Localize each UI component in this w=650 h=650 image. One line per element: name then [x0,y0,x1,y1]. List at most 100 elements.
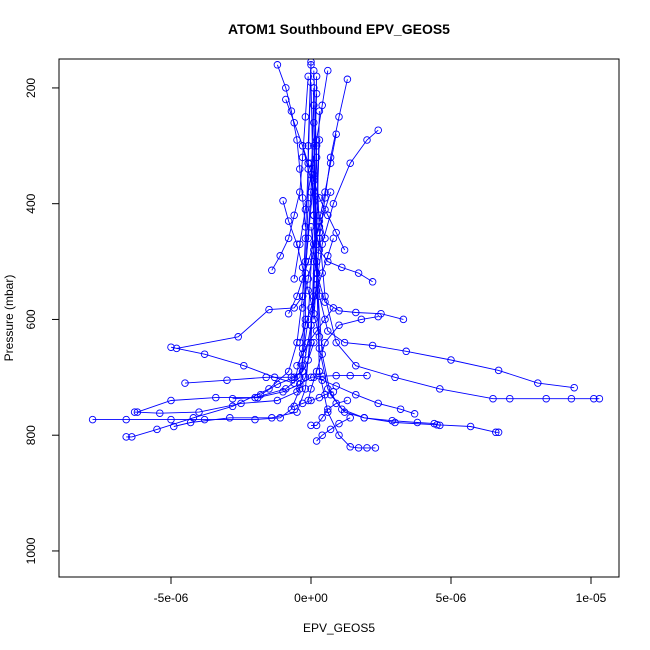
data-point [534,379,542,387]
data-point [298,350,307,358]
data-point [318,414,326,422]
data-point [181,379,189,387]
series-18 [310,373,419,418]
series-line [313,105,499,433]
series-line [302,134,337,308]
data-point [268,266,276,275]
series-9 [310,66,604,403]
series-line [299,238,334,343]
series-4 [133,72,321,416]
data-point [301,113,310,121]
data-point [186,418,195,427]
data-point [321,292,329,301]
data-point [346,443,354,451]
data-point [570,383,578,392]
data-point [265,385,273,393]
data-point [298,263,307,272]
data-point [399,315,408,324]
data-point [312,367,321,376]
data-point [329,388,338,396]
series-line [92,61,312,421]
data-point [318,269,326,277]
data-point [167,415,175,424]
data-point [315,194,324,202]
data-point [363,444,371,452]
data-point [304,72,312,81]
data-point [335,113,343,121]
y-tick-label: 800 [24,425,38,445]
data-point [590,394,598,403]
data-point [307,321,315,329]
data-point [321,390,329,399]
data-point [329,199,338,208]
series-line [276,64,306,227]
data-point [293,361,301,370]
data-point [430,419,438,428]
data-point [284,367,293,376]
data-point [436,421,444,430]
data-point [310,240,318,248]
data-point [360,414,368,422]
data-point [346,371,354,380]
series-line [285,99,326,239]
data-point [273,380,282,389]
data-point [304,286,312,295]
data-point [321,188,329,196]
data-point [321,234,329,243]
data-point [170,422,178,431]
series-2 [122,61,315,441]
series-33 [293,304,338,370]
data-point [304,356,312,364]
data-point [298,367,307,376]
data-point [326,188,335,196]
data-point [310,309,318,318]
data-point [315,344,324,353]
data-point [494,428,503,437]
data-point [332,338,340,347]
data-point [318,101,326,110]
data-point [167,396,175,405]
data-point [251,415,259,424]
data-point [340,246,349,254]
series-15 [307,159,377,286]
data-point [340,408,349,416]
data-point [279,197,287,205]
data-point [298,399,307,408]
data-point [567,394,576,403]
y-tick-label: 400 [24,193,38,213]
data-point [223,376,231,384]
data-point [88,415,97,424]
data-point [310,142,318,150]
data-point [310,188,318,196]
series-32 [307,396,352,430]
series-line [316,417,351,442]
data-point [276,414,284,422]
data-point [128,433,136,441]
data-point [301,205,310,214]
data-point [298,304,307,312]
series-line [184,111,320,384]
data-point [312,327,321,335]
data-point [312,437,321,445]
data-point [282,84,290,92]
series-10 [307,78,578,392]
series-30 [228,371,371,403]
data-point [307,373,315,382]
data-point [122,415,130,424]
y-axis-label: Pressure (mbar) [2,275,16,362]
series-line [313,145,376,449]
data-point [410,410,419,418]
data-point [310,246,318,254]
data-point [226,414,234,422]
x-axis-label: EPV_GEOS5 [303,621,375,635]
data-point [346,159,354,167]
data-point [296,188,304,196]
data-point [273,396,282,405]
series-line [307,316,379,401]
data-point [284,234,293,243]
data-point [310,315,318,324]
data-point [290,211,298,220]
data-point [301,385,310,393]
data-point [268,414,276,422]
data-point [312,286,321,295]
